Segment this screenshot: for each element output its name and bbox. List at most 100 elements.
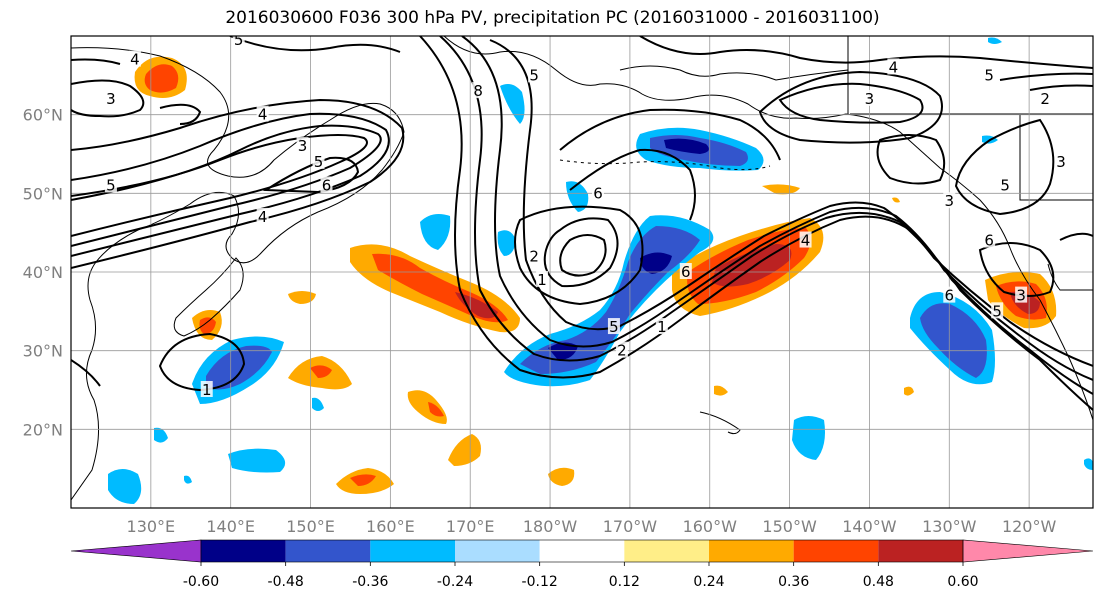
precip-pos-max: [455, 292, 498, 319]
precip-neg-region: [184, 475, 192, 484]
pv-contour: [71, 134, 368, 237]
colorbar-extension-max: [962, 539, 1094, 563]
lat-tick-label: 50°N: [23, 184, 63, 203]
precip-neg-max: [640, 252, 672, 274]
lon-tick-label: 130°W: [922, 517, 977, 536]
pv-contour-label-bg: [591, 184, 604, 201]
japan-coastline: [173, 257, 244, 337]
pv-contour: [514, 205, 644, 306]
colorbar-swatch: [539, 540, 625, 562]
lon-tick-label: 160°E: [366, 517, 415, 536]
gridlines: [71, 36, 1093, 508]
pv-contour-label-bg: [536, 270, 549, 287]
precip-neg-region: [1084, 458, 1093, 470]
pv-contour: [569, 148, 696, 221]
pv-contour: [461, 36, 1093, 381]
pv-contour-label: 6: [984, 232, 994, 250]
pv-contour-label-bg: [983, 231, 996, 248]
pv-contour-label: 6: [322, 176, 332, 194]
pv-contour-label-bg: [256, 105, 269, 122]
pv-contour: [639, 36, 1093, 69]
colorbar-swatch: [709, 540, 794, 562]
pv-contour: [419, 36, 1093, 411]
pv-contour-label-bg: [983, 66, 996, 83]
pv-contour-label: 5: [234, 31, 244, 49]
pv-contour: [71, 79, 145, 118]
colorbar-outline: [200, 539, 964, 563]
pv-contour: [778, 82, 924, 124]
pv-contour-label-bg: [232, 36, 245, 47]
pv-contour-label-bg: [615, 341, 628, 358]
pv-contour-label: 5: [1000, 176, 1010, 194]
precip-neg-region: [420, 214, 451, 250]
precip-pos-region: [714, 385, 728, 396]
pv-contour-label: 2: [529, 247, 539, 265]
pv-contour-label: 6: [945, 287, 955, 305]
pv-contour-label-bg: [991, 302, 1004, 319]
pv-contour: [999, 72, 1093, 81]
precip-neg-region: [154, 427, 168, 443]
precip-neg-region: [108, 469, 142, 504]
pv-contour-label-bg: [200, 381, 213, 397]
pv-contour-label: 5: [529, 66, 539, 84]
pv-contour: [489, 39, 1093, 367]
precip-pos-core: [199, 317, 216, 334]
hawaii-islands: [699, 411, 741, 435]
pv-contour-label: 1: [537, 271, 547, 289]
pv-contour-label: 3: [1016, 287, 1026, 305]
pv-contour-label-bg: [528, 66, 541, 83]
pv-contour: [954, 118, 1055, 216]
colorbar-swatch: [624, 540, 709, 562]
pv-contour-label-bg: [528, 247, 541, 264]
colorbar-swatch: [370, 540, 455, 562]
pv-contour: [876, 134, 946, 185]
lon-tick-label: 150°E: [286, 517, 335, 536]
precip-pos-region: [548, 467, 575, 486]
pv-contour-label: 6: [681, 263, 691, 281]
lon-axis-labels: 130°E 140°E 150°E 160°E 170°E 180°W 170°W 160°W…: [127, 517, 1057, 536]
pv-contour: [1029, 84, 1093, 91]
lat-tick-label: 30°N: [23, 342, 63, 361]
colorbar-swatch: [793, 540, 879, 562]
colorbar-tick-label: 0.36: [778, 574, 809, 590]
pv-contour: [1059, 232, 1093, 241]
precip-pos-region: [288, 291, 316, 304]
pv-contour-label-bg: [472, 82, 485, 99]
colorbar-tick-label: -0.24: [437, 574, 473, 590]
pv-contour: [159, 103, 202, 125]
pv-contour-label: 5: [609, 318, 619, 336]
precip-neg-max: [664, 138, 709, 154]
asia-coastline: [71, 47, 405, 501]
pv-contour: [439, 36, 1093, 395]
pv-contour: [262, 156, 360, 194]
pv-contour: [559, 234, 607, 277]
pv-contour-label: 5: [106, 176, 116, 194]
lat-tick-label: 40°N: [23, 263, 63, 282]
colorbar-tick-label: 0.60: [947, 574, 978, 590]
precip-pos-region: [892, 197, 900, 203]
pv-contour-label: 2: [1040, 90, 1050, 108]
lat-tick-label: 60°N: [23, 106, 63, 125]
pv-contour-label-bg: [128, 50, 141, 67]
precip-pos-region: [904, 386, 914, 396]
colorbar-swatch: [201, 540, 286, 562]
pv-contour-label: 8: [473, 82, 483, 100]
pv-contour-label: 3: [1056, 153, 1066, 171]
political-borders: [847, 36, 1093, 291]
colorbar-tick-label: -0.60: [183, 574, 219, 590]
colorbar-tick-label: -0.12: [522, 574, 558, 590]
colorbar-swatch: [455, 540, 540, 562]
pv-contour-label-bg: [104, 176, 117, 193]
colorbar-tick-label: -0.36: [352, 574, 388, 590]
precip-neg-region: [988, 37, 1002, 44]
pv-contour-label: 4: [130, 51, 140, 69]
precip-neg-core: [920, 303, 987, 378]
pv-contour-label: 1: [202, 381, 212, 399]
pv-contour: [158, 332, 246, 392]
precip-neg-region: [497, 230, 516, 256]
precip-pos-core: [428, 402, 444, 417]
pv-contour-label-bg: [1055, 152, 1068, 169]
lon-tick-label: 130°E: [127, 517, 176, 536]
pv-contour-label-bg: [256, 207, 269, 224]
lon-tick-label: 160°W: [683, 517, 738, 536]
